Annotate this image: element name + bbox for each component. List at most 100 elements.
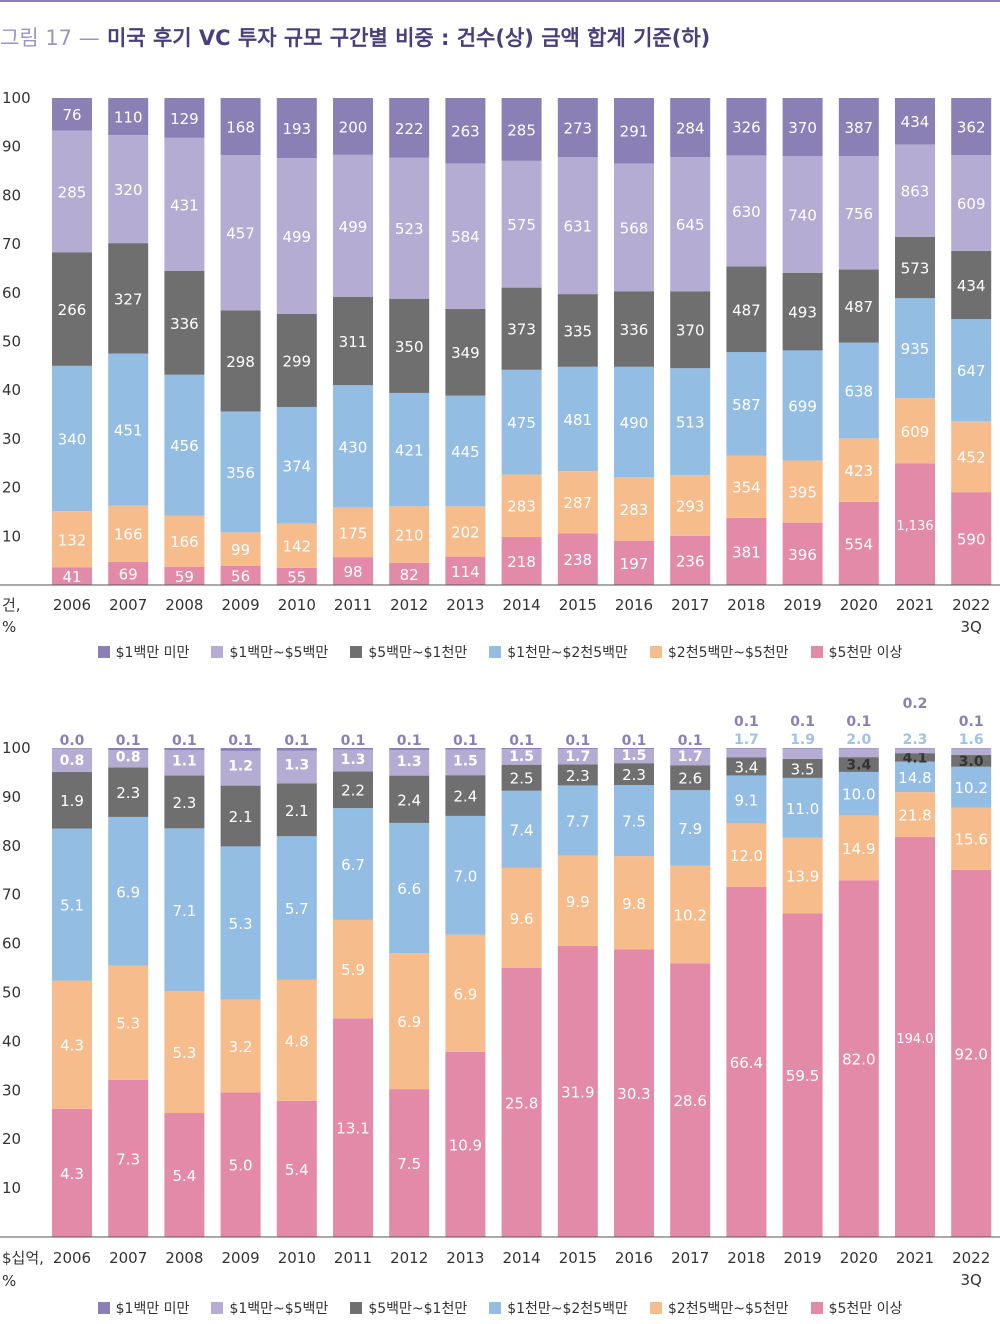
amount-data-label: 2.6 [678,770,702,788]
amount-category-label: 2012 [390,1249,428,1267]
amount-data-label: 21.8 [898,807,931,825]
count-ytick: 50 [2,333,21,351]
amount-data-label: 10.9 [449,1136,482,1154]
count-data-label: 373 [507,321,536,339]
amount-data-label: 30.3 [617,1085,650,1103]
legend-label: $1천만~$2천5백만 [507,642,628,662]
legend-label: $1백만~$5백만 [229,1298,328,1318]
amount-data-label: 0.0 [60,733,85,749]
amount-data-label: 5.3 [172,1044,196,1062]
amount-category-label: 2006 [53,1249,91,1267]
amount-ytick: 100 [2,739,31,757]
count-data-label: 451 [114,422,143,440]
count-data-label: 630 [732,203,761,221]
figure-title: 그림 17 — 미국 후기 VC 투자 규모 구간별 비중 : 건수(상) 금액… [0,22,710,52]
count-data-label: 340 [58,430,87,448]
amount-data-label: 11.0 [786,800,819,818]
amount-data-label: 6.6 [397,880,421,898]
count-data-label: 356 [226,464,255,482]
amount-category-label: 2019 [784,1249,822,1267]
count-data-label: 200 [339,118,368,136]
amount-data-label: 92.0 [954,1045,987,1063]
count-data-label: 431 [170,196,199,214]
count-data-label: 740 [788,207,817,225]
count-data-label: 69 [119,565,138,583]
count-data-label: 350 [395,338,424,356]
count-data-label: 56 [231,567,250,585]
count-data-label: 335 [563,322,592,340]
amount-category-label: 2021 [896,1249,934,1267]
count-data-label: 287 [563,494,592,512]
count-chart-legend: $1백만 미만$1백만~$5백만$5백만~$1천만$1천만~$2천5백만$2천5… [0,642,1000,662]
count-data-label: 293 [676,497,705,515]
amount-data-label: 5.4 [172,1167,196,1185]
amount-data-label: 1.5 [622,748,647,764]
amount-data-label: 4.8 [285,1032,309,1050]
count-data-label: 210 [395,527,424,545]
amount-category-label: 2007 [109,1249,147,1267]
amount-data-label: 12.0 [730,847,763,865]
amount-data-label: 14.8 [898,769,931,787]
count-data-label: 197 [620,555,649,573]
amount-category-label: 2014 [503,1249,541,1267]
amount-data-label: 1.6 [959,732,984,748]
count-data-label: 82 [400,566,419,584]
count-data-label: 575 [507,216,536,234]
count-data-label: 175 [339,524,368,542]
amount-category-label: 2015 [559,1249,597,1267]
count-data-label: 647 [957,362,986,380]
amount-data-label: 0.1 [228,733,253,749]
amount-data-label: 2.3 [622,766,646,784]
amount-data-label: 194.0 [896,1032,933,1047]
count-data-label: 110 [114,109,143,127]
count-data-label: 166 [114,526,143,544]
amount-data-label: 6.7 [341,856,365,874]
count-data-label: 631 [563,218,592,236]
legend-swatch [350,1302,362,1314]
count-data-label: 142 [282,538,311,556]
legend-swatch [489,646,501,658]
amount-data-label: 3.4 [734,758,758,776]
amount-data-label: 1.9 [60,792,84,810]
amount-data-label: 3.2 [229,1038,253,1056]
legend-swatch [811,646,823,658]
count-data-label: 756 [844,205,873,223]
count-ytick: 70 [2,235,21,253]
amount-data-label: 5.4 [285,1161,309,1179]
count-data-label: 493 [788,304,817,322]
count-data-label: 374 [282,457,311,475]
amount-data-label: 5.1 [60,897,84,915]
figure-title-text: 미국 후기 VC 투자 규모 구간별 비중 : 건수(상) 금액 합계 기준(하… [107,26,710,50]
count-data-label: 587 [732,396,761,414]
amount-data-label: 0.8 [60,753,85,769]
amount-data-label: 25.8 [505,1094,538,1112]
count-data-label: 457 [226,225,255,243]
amount-bar-segment [783,749,823,759]
count-data-label: 166 [170,533,199,551]
count-data-label: 236 [676,552,705,570]
count-category-label: 2006 [53,596,91,614]
count-data-label: 132 [58,531,87,549]
legend-swatch [98,1302,110,1314]
count-data-label: 370 [788,119,817,137]
amount-chart-svg: 102030405060708090100$십억,%4.34.35.11.90.… [0,690,1000,1320]
amount-data-label: 7.7 [566,813,590,831]
count-ytick: 40 [2,381,21,399]
amount-data-label: 13.1 [336,1120,369,1138]
amount-data-label: 7.0 [453,867,477,885]
amount-legend-item: $1천만~$2천5백만 [489,1298,628,1318]
count-data-label: 434 [957,277,986,295]
count-data-label: 59 [175,568,194,586]
count-data-label: 193 [282,120,311,138]
count-data-label: 336 [170,315,199,333]
amount-data-label: 66.4 [730,1054,763,1072]
amount-ytick: 90 [2,788,21,806]
count-data-label: 76 [62,106,81,124]
count-data-label: 362 [957,118,986,136]
amount-data-label: 31.9 [561,1083,594,1101]
amount-data-label: 0.1 [397,733,422,749]
count-data-label: 98 [343,563,362,581]
amount-data-label: 82.0 [842,1051,875,1069]
count-legend-item: $5백만~$1천만 [350,642,467,662]
